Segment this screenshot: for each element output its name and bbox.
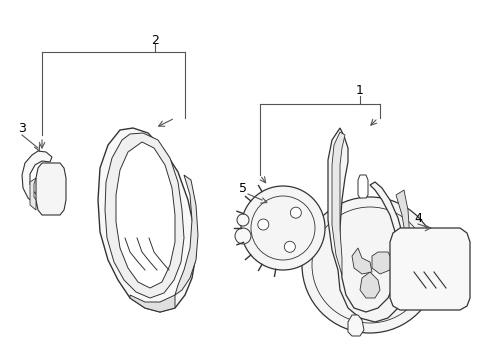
Polygon shape bbox=[347, 315, 363, 336]
Polygon shape bbox=[395, 190, 409, 290]
Circle shape bbox=[290, 207, 301, 218]
Circle shape bbox=[284, 241, 295, 252]
Polygon shape bbox=[98, 128, 196, 312]
Circle shape bbox=[257, 219, 268, 230]
Polygon shape bbox=[22, 151, 56, 207]
Text: 4: 4 bbox=[413, 212, 421, 225]
Polygon shape bbox=[359, 272, 379, 298]
Polygon shape bbox=[36, 163, 66, 215]
Polygon shape bbox=[30, 178, 36, 210]
Text: 3: 3 bbox=[18, 122, 26, 135]
Polygon shape bbox=[395, 244, 431, 280]
Text: 1: 1 bbox=[355, 84, 363, 96]
Text: 2: 2 bbox=[151, 33, 159, 46]
Polygon shape bbox=[389, 228, 469, 310]
Text: 5: 5 bbox=[239, 181, 246, 194]
Polygon shape bbox=[116, 142, 175, 288]
Circle shape bbox=[302, 197, 437, 333]
Polygon shape bbox=[357, 175, 367, 198]
Circle shape bbox=[237, 214, 248, 226]
Polygon shape bbox=[130, 295, 175, 312]
Circle shape bbox=[235, 228, 250, 244]
Polygon shape bbox=[371, 252, 391, 274]
Polygon shape bbox=[105, 133, 183, 298]
Circle shape bbox=[241, 186, 325, 270]
Polygon shape bbox=[327, 128, 405, 322]
Polygon shape bbox=[175, 175, 198, 295]
Polygon shape bbox=[351, 248, 371, 274]
Polygon shape bbox=[331, 132, 345, 275]
